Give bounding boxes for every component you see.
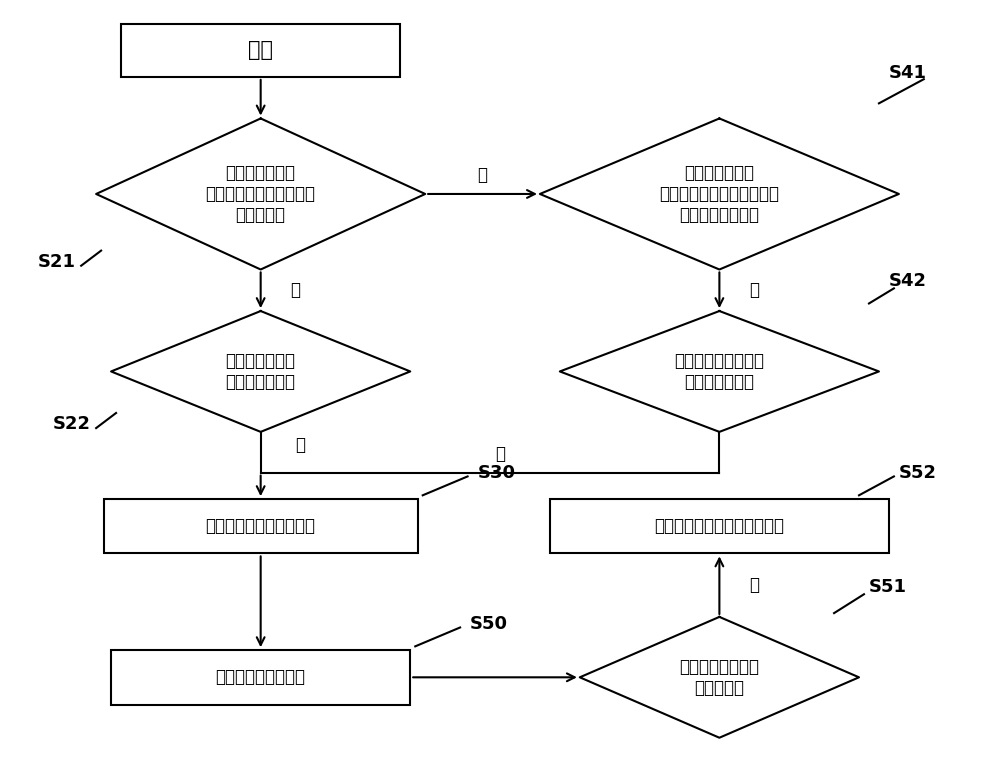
Text: 控制发动机停止预留补偿扭矩: 控制发动机停止预留补偿扭矩 — [654, 517, 784, 535]
Text: 制动主缸压力值是否
小于预设压力值: 制动主缸压力值是否 小于预设压力值 — [674, 352, 764, 391]
Text: 行驶速度是否大于
预设速度值: 行驶速度是否大于 预设速度值 — [679, 658, 759, 697]
Text: S22: S22 — [53, 415, 91, 434]
Text: 制动主缸压力值
是否小于上一第一预设时刻
的制动主缸压力值: 制动主缸压力值 是否小于上一第一预设时刻 的制动主缸压力值 — [659, 164, 779, 224]
Text: 是: 是 — [749, 576, 759, 594]
Text: S21: S21 — [38, 253, 76, 271]
Text: 否: 否 — [478, 166, 488, 184]
Text: 开始: 开始 — [248, 40, 273, 61]
Text: S30: S30 — [478, 464, 516, 481]
Text: 是: 是 — [749, 281, 759, 299]
Text: 采集车辆的行驶速度: 采集车辆的行驶速度 — [216, 669, 306, 686]
Text: 是: 是 — [291, 281, 301, 299]
FancyBboxPatch shape — [104, 499, 418, 553]
Text: S42: S42 — [889, 272, 927, 290]
Text: 是: 是 — [296, 436, 306, 454]
FancyBboxPatch shape — [111, 650, 410, 704]
Text: 是: 是 — [495, 445, 505, 463]
Text: 控制发动机预留补偿扭矩: 控制发动机预留补偿扭矩 — [206, 517, 316, 535]
Text: S51: S51 — [869, 578, 907, 596]
Text: S50: S50 — [470, 615, 508, 633]
Text: S41: S41 — [889, 64, 927, 82]
FancyBboxPatch shape — [121, 24, 400, 77]
Text: 纵向加速度是否
大于上一第二预设时刻的
纵向加速度: 纵向加速度是否 大于上一第二预设时刻的 纵向加速度 — [206, 164, 316, 224]
Text: 纵向加速度是否
大于预设加速度: 纵向加速度是否 大于预设加速度 — [226, 352, 296, 391]
FancyBboxPatch shape — [550, 499, 889, 553]
Text: S52: S52 — [899, 464, 937, 481]
